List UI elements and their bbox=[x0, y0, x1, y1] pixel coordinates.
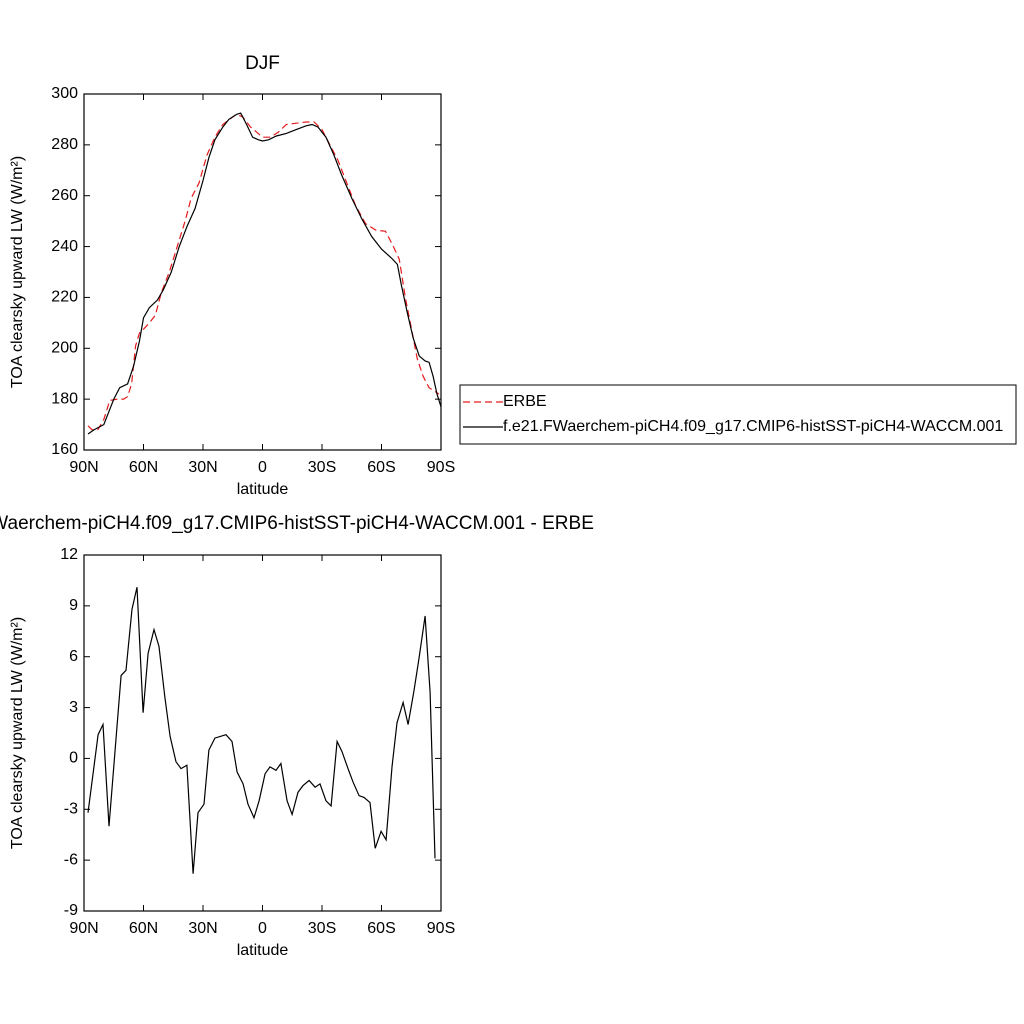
x-tick-label: 90S bbox=[427, 920, 455, 937]
y-tick-label: 200 bbox=[51, 340, 78, 357]
x-tick-label: 90N bbox=[69, 920, 98, 937]
x-tick-label: 30S bbox=[308, 920, 336, 937]
series-line bbox=[87, 113, 440, 431]
y-tick-label: 12 bbox=[60, 546, 78, 563]
x-tick-label: 30S bbox=[308, 459, 336, 476]
x-tick-label: 30N bbox=[188, 459, 217, 476]
chart-title: DJF bbox=[245, 53, 280, 74]
series-line bbox=[87, 112, 442, 435]
x-tick-label: 0 bbox=[258, 920, 267, 937]
y-tick-label: -3 bbox=[64, 801, 78, 818]
y-axis-label: TOA clearsky upward LW (W/m²) bbox=[9, 156, 26, 388]
chart-title: f.e21.FWaerchem-piCH4.f09_g17.CMIP6-hist… bbox=[0, 513, 594, 534]
x-axis-label: latitude bbox=[237, 481, 289, 498]
y-tick-label: 220 bbox=[51, 289, 78, 306]
y-tick-label: 0 bbox=[69, 750, 78, 767]
y-tick-label: 300 bbox=[51, 85, 78, 102]
x-tick-label: 60S bbox=[367, 459, 395, 476]
x-tick-label: 60N bbox=[129, 459, 158, 476]
x-axis-label: latitude bbox=[237, 942, 289, 959]
legend-label: f.e21.FWaerchem-piCH4.f09_g17.CMIP6-hist… bbox=[503, 418, 1003, 435]
y-tick-label: 180 bbox=[51, 390, 78, 407]
x-tick-label: 60N bbox=[129, 920, 158, 937]
legend-label: ERBE bbox=[503, 393, 547, 410]
y-tick-label: 260 bbox=[51, 187, 78, 204]
y-axis-label: TOA clearsky upward LW (W/m²) bbox=[9, 617, 26, 849]
y-tick-label: 6 bbox=[69, 648, 78, 665]
y-tick-label: 3 bbox=[69, 699, 78, 716]
x-tick-label: 0 bbox=[258, 459, 267, 476]
plot-frame bbox=[83, 93, 442, 451]
y-tick-label: 9 bbox=[69, 597, 78, 614]
x-tick-label: 60S bbox=[367, 920, 395, 937]
x-tick-label: 30N bbox=[188, 920, 217, 937]
y-tick-label: -9 bbox=[64, 902, 78, 919]
x-tick-label: 90S bbox=[427, 459, 455, 476]
legend-box bbox=[459, 384, 1017, 445]
y-tick-label: 280 bbox=[51, 136, 78, 153]
y-tick-label: -6 bbox=[64, 851, 78, 868]
series-line bbox=[87, 587, 436, 874]
y-tick-label: 160 bbox=[51, 441, 78, 458]
y-tick-label: 240 bbox=[51, 238, 78, 255]
x-tick-label: 90N bbox=[69, 459, 98, 476]
